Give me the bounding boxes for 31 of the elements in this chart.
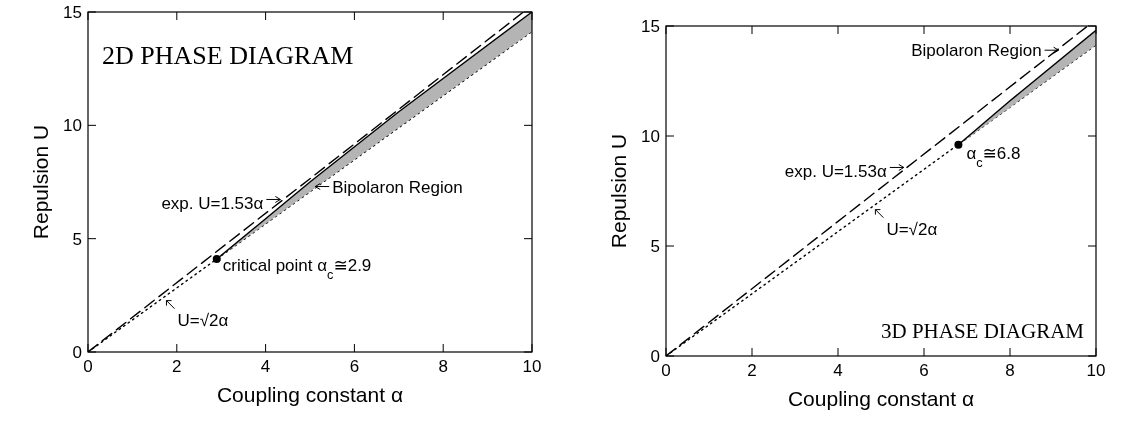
x-tick-label: 10 xyxy=(522,357,542,376)
y-axis-title: Repulsion U xyxy=(29,124,52,240)
x-axis-title: Coupling constant α xyxy=(787,387,975,410)
annotation: critical point α$_{c}$≅2.9 xyxy=(222,256,372,282)
x-axis-title: Coupling constant α xyxy=(216,383,404,406)
x-tick-label: 8 xyxy=(438,357,448,376)
x-tick-label: 10 xyxy=(1086,361,1106,380)
annotation: U=√2α xyxy=(886,219,938,239)
y-tick-label: 5 xyxy=(650,237,660,256)
text: 2D PHASE DIAGRAM xyxy=(102,41,354,70)
x-tick-label: 6 xyxy=(349,357,360,376)
annotation: Bipolaron Region xyxy=(332,177,463,197)
text: 3D PHASE DIAGRAM xyxy=(880,319,1085,343)
annotation: α$_{c}$≅6.8 xyxy=(966,143,1021,170)
x-tick-label: 8 xyxy=(1005,361,1015,380)
y-tick-label: 15 xyxy=(63,3,82,22)
y-tick-label: 15 xyxy=(641,17,660,36)
y-tick-label: 10 xyxy=(63,116,82,136)
x-tick-label: 2 xyxy=(747,361,757,380)
annotation: Bipolaron Region xyxy=(911,41,1042,61)
x-tick-label: 2 xyxy=(172,357,182,376)
annotation: exp. U=1.53α xyxy=(161,194,264,214)
x-tick-label: 6 xyxy=(919,361,929,380)
y-axis-title: Repulsion U xyxy=(607,133,630,249)
y-tick-label: 5 xyxy=(72,229,82,249)
y-tick-label: 0 xyxy=(72,343,82,362)
annotation: U=√2α xyxy=(177,310,229,330)
annotation: exp. U=1.53α xyxy=(784,162,887,182)
y-tick-label: 10 xyxy=(641,127,660,146)
x-tick-label: 4 xyxy=(260,357,271,376)
x-tick-label: 4 xyxy=(833,361,843,380)
